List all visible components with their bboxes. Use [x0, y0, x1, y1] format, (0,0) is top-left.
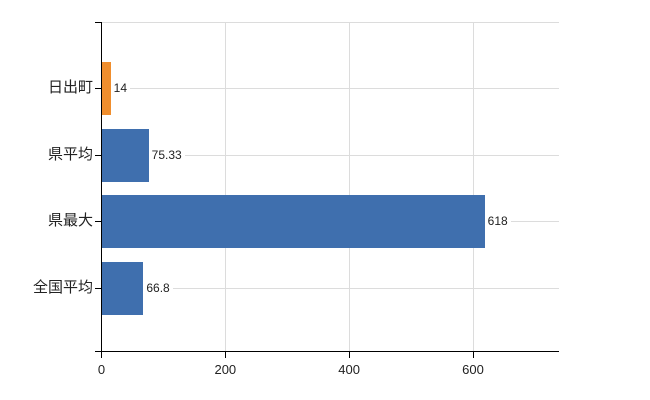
x-axis-line — [101, 351, 559, 352]
bar-value-label: 66.8 — [146, 281, 170, 295]
bar-value-label: 14 — [113, 81, 128, 95]
category-label: 日出町 — [47, 79, 93, 96]
y-axis-tick — [95, 221, 101, 222]
x-tick-label: 400 — [338, 362, 360, 377]
grid-line-vertical — [472, 22, 474, 351]
grid-line-row — [510, 220, 559, 222]
y-axis-tick — [95, 88, 101, 89]
bar-value-label: 75.33 — [151, 148, 182, 162]
category-label: 県平均 — [47, 146, 93, 163]
plot-top-border — [101, 22, 559, 23]
x-tick-label: 600 — [462, 362, 484, 377]
category-label: 全国平均 — [32, 279, 93, 296]
bar-2 — [102, 128, 149, 182]
x-tick-label: 200 — [214, 362, 237, 377]
value-row: 75.33 — [152, 147, 559, 163]
bar-value-label: 618 — [487, 214, 508, 228]
bar-1 — [102, 61, 111, 115]
y-axis-outer-tick-top — [95, 22, 101, 23]
y-axis-outer-tick-bottom — [95, 351, 101, 352]
y-axis-tick — [95, 155, 101, 156]
value-row: 14 — [114, 80, 559, 96]
grid-line-vertical — [348, 22, 350, 351]
x-axis-tick — [472, 352, 474, 358]
y-axis-line — [101, 22, 102, 352]
grid-line-row — [172, 287, 559, 289]
grid-line-row — [130, 87, 559, 89]
y-axis-tick — [95, 288, 101, 289]
value-row: 66.8 — [146, 280, 559, 296]
x-tick-label: 0 — [97, 362, 106, 377]
value-row: 618 — [488, 213, 559, 229]
x-axis-tick — [348, 352, 350, 358]
grid-line-row — [184, 154, 559, 156]
category-label: 県最大 — [47, 212, 93, 229]
grid-line-vertical — [224, 22, 226, 351]
x-axis-tick — [224, 352, 226, 358]
bar-4 — [102, 261, 144, 315]
bar-3 — [102, 194, 485, 248]
x-axis-tick — [101, 352, 102, 358]
